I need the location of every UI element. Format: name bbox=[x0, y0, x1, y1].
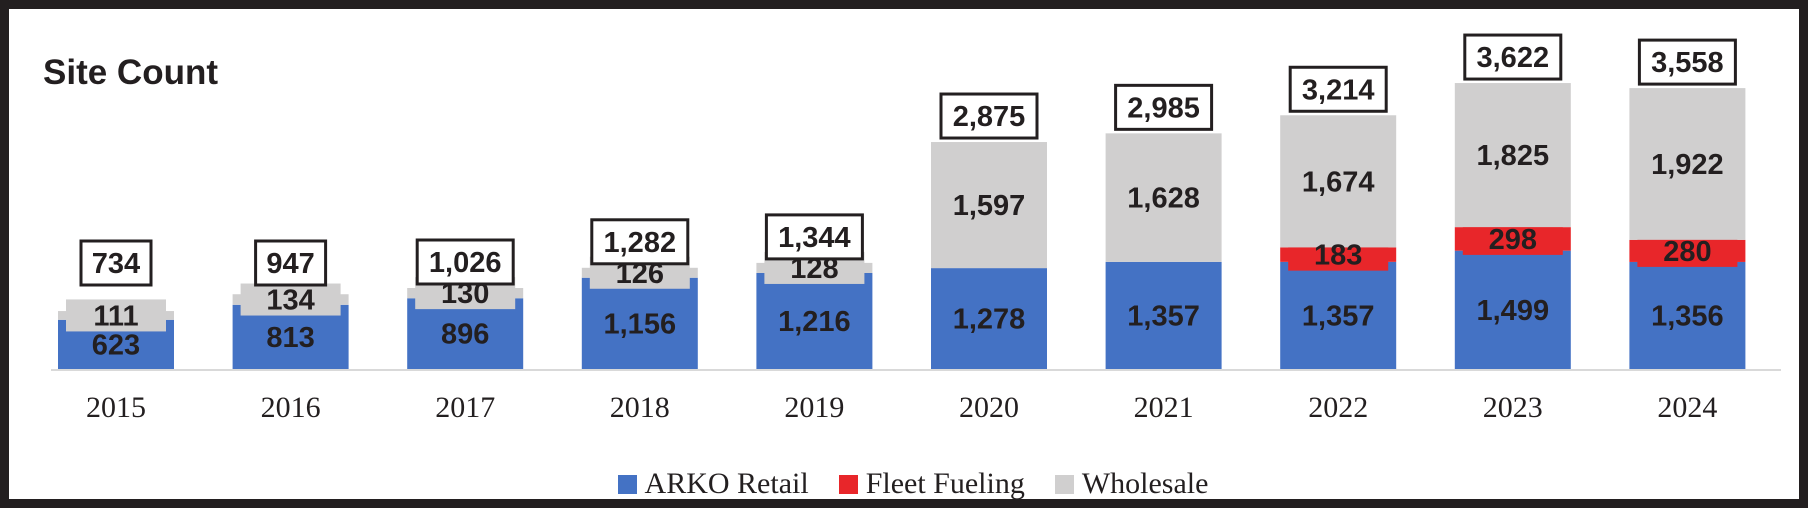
total-label-2018: 1,282 bbox=[604, 227, 677, 259]
legend-item-arko-retail: ARKO Retail bbox=[617, 467, 809, 501]
bar-arko-retail-2022 bbox=[1280, 261, 1397, 369]
data-label-arko-retail-2024: 1,356 bbox=[1651, 300, 1724, 332]
bar-arko-retail-2020 bbox=[931, 268, 1047, 369]
legend-swatch-arko-retail bbox=[617, 474, 637, 494]
total-box-2021 bbox=[1114, 83, 1214, 131]
data-label-wholesale-2015: 111 bbox=[93, 300, 138, 332]
total-label-2024: 3,558 bbox=[1651, 47, 1724, 79]
data-label-wholesale-2022: 1,674 bbox=[1302, 166, 1375, 198]
total-label-2017: 1,026 bbox=[429, 247, 502, 279]
x-tick-label-2023: 2023 bbox=[1483, 391, 1543, 424]
data-label-arko-retail-2019: 1,216 bbox=[778, 306, 851, 338]
total-box-2020 bbox=[939, 92, 1039, 140]
total-box-2019 bbox=[764, 213, 864, 261]
x-tick-label-2021: 2021 bbox=[1134, 391, 1194, 424]
legend-swatch-wholesale bbox=[1054, 474, 1074, 494]
x-tick-label-2016: 2016 bbox=[261, 391, 321, 424]
total-box-2015 bbox=[79, 239, 153, 287]
bar-label-bg-wholesale-2016 bbox=[240, 283, 341, 316]
data-label-fleet-fueling-2023: 298 bbox=[1489, 224, 1537, 256]
total-box-2018 bbox=[590, 218, 690, 266]
bar-wholesale-2021 bbox=[1105, 133, 1222, 262]
legend-item-fleet-fueling: Fleet Fueling bbox=[838, 467, 1025, 501]
x-tick-label-2015: 2015 bbox=[86, 391, 146, 424]
x-tick-label-2019: 2019 bbox=[784, 391, 844, 424]
bar-wholesale-2020 bbox=[931, 142, 1047, 269]
bar-wholesale-2024 bbox=[1629, 88, 1746, 240]
total-label-2022: 3,214 bbox=[1302, 74, 1375, 106]
data-label-arko-retail-2017: 896 bbox=[441, 319, 489, 351]
x-tick-label-2022: 2022 bbox=[1308, 391, 1368, 424]
total-box-2016 bbox=[254, 239, 328, 287]
bar-wholesale-2023 bbox=[1454, 83, 1571, 228]
legend-label-wholesale: Wholesale bbox=[1081, 467, 1209, 500]
data-label-arko-retail-2015: 623 bbox=[92, 329, 140, 361]
data-label-wholesale-2016: 134 bbox=[266, 285, 314, 317]
data-label-arko-retail-2020: 1,278 bbox=[953, 304, 1026, 336]
legend-swatch-fleet-fueling bbox=[838, 474, 858, 494]
total-box-2024 bbox=[1637, 38, 1737, 86]
legend-label-fleet-fueling: Fleet Fueling bbox=[865, 467, 1025, 500]
data-label-arko-retail-2016: 813 bbox=[266, 322, 314, 354]
total-label-2021: 2,985 bbox=[1127, 92, 1200, 124]
legend-item-wholesale: Wholesale bbox=[1054, 467, 1209, 501]
x-tick-label-2017: 2017 bbox=[435, 391, 495, 424]
bar-arko-retail-2017 bbox=[407, 298, 524, 369]
total-box-2023 bbox=[1463, 33, 1563, 81]
total-label-2020: 2,875 bbox=[953, 101, 1026, 133]
data-label-fleet-fueling-2022: 183 bbox=[1314, 240, 1362, 272]
data-label-wholesale-2021: 1,628 bbox=[1127, 183, 1200, 215]
total-label-2015: 734 bbox=[92, 248, 140, 280]
total-box-2022 bbox=[1288, 65, 1388, 113]
bar-label-bg-wholesale-2015 bbox=[66, 299, 166, 332]
data-label-arko-retail-2018: 1,156 bbox=[604, 308, 677, 340]
data-label-fleet-fueling-2024: 280 bbox=[1663, 236, 1711, 268]
bar-arko-retail-2024 bbox=[1629, 261, 1746, 369]
total-label-2016: 947 bbox=[266, 248, 314, 280]
bar-wholesale-2022 bbox=[1280, 115, 1397, 248]
data-label-arko-retail-2021: 1,357 bbox=[1127, 300, 1200, 332]
stacked-bar-chart: 623111734201581313494720168961301,026201… bbox=[51, 33, 1781, 424]
bar-label-bg-fleet-fueling-2024 bbox=[1637, 234, 1738, 267]
x-tick-label-2024: 2024 bbox=[1657, 391, 1717, 424]
data-label-arko-retail-2023: 1,499 bbox=[1477, 295, 1550, 327]
total-label-2019: 1,344 bbox=[778, 222, 851, 254]
total-label-2023: 3,622 bbox=[1477, 42, 1550, 74]
data-label-wholesale-2024: 1,922 bbox=[1651, 149, 1724, 181]
bar-arko-retail-2021 bbox=[1105, 261, 1222, 369]
chart-title: Site Count bbox=[43, 53, 218, 92]
data-label-wholesale-2020: 1,597 bbox=[953, 190, 1026, 222]
x-tick-label-2020: 2020 bbox=[959, 391, 1019, 424]
bar-arko-retail-2019 bbox=[756, 273, 873, 369]
total-box-2017 bbox=[415, 238, 515, 286]
legend-label-arko-retail: ARKO Retail bbox=[644, 467, 809, 500]
bar-arko-retail-2018 bbox=[581, 277, 698, 369]
x-tick-label-2018: 2018 bbox=[610, 391, 670, 424]
bar-arko-retail-2023 bbox=[1454, 250, 1571, 369]
data-label-arko-retail-2022: 1,357 bbox=[1302, 300, 1375, 332]
legend: ARKO Retail Fleet Fueling Wholesale bbox=[9, 467, 1808, 501]
bar-label-bg-fleet-fueling-2023 bbox=[1462, 222, 1563, 255]
data-label-wholesale-2023: 1,825 bbox=[1477, 140, 1550, 172]
